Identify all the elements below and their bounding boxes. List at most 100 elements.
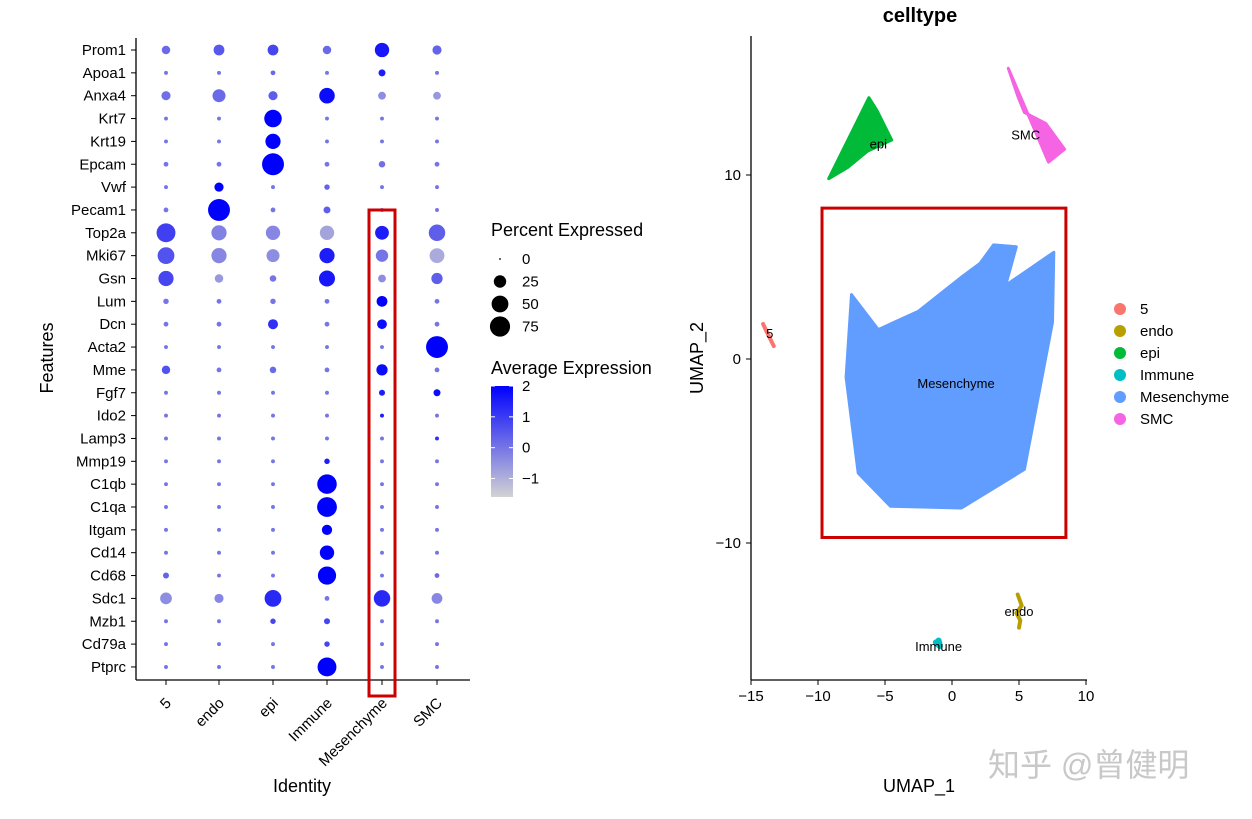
dot-dcn-epi xyxy=(267,319,279,330)
y-tick-label-mzb1: Mzb1 xyxy=(89,613,126,630)
dot-mme-5 xyxy=(161,365,171,375)
dot-mmp19-immune xyxy=(324,458,330,465)
dot-top2a-smc xyxy=(428,224,446,242)
dot-prom1-endo xyxy=(213,44,225,56)
umap-y-tick-label--10: −10 xyxy=(716,535,741,552)
dot-cd79a-immune xyxy=(324,641,330,647)
dot-mki67-smc xyxy=(429,248,445,264)
dot-anxa4-smc xyxy=(433,91,441,100)
y-tick-label-ido2: Ido2 xyxy=(97,408,126,425)
colorbar-label--1: −1 xyxy=(522,471,539,488)
dot-cd79a-endo xyxy=(217,642,221,647)
dot-sdc1-epi xyxy=(264,590,282,607)
x-tick-label-smc: SMC xyxy=(410,695,446,731)
dot-gsn-5 xyxy=(158,270,174,287)
x-tick-label-5: 5 xyxy=(157,695,175,713)
umap-x-tick-label-5: 5 xyxy=(1015,688,1023,705)
percent-expressed-legend-title: Percent Expressed xyxy=(491,220,643,240)
dot-lamp3-endo xyxy=(217,436,221,441)
dot-cd68-mesenchyme xyxy=(380,573,384,578)
dot-pecam1-epi xyxy=(270,207,276,213)
size-legend-label-0: 0 xyxy=(522,251,530,268)
umap-x-tick-label-10: 10 xyxy=(1078,688,1095,705)
dot-vwf-endo xyxy=(214,182,224,192)
cluster-label-mesenchyme: Mesenchyme xyxy=(917,376,994,391)
dot-itgam-mesenchyme xyxy=(380,527,384,532)
y-tick-label-ptprc: Ptprc xyxy=(91,659,127,676)
legend-key-mesenchyme xyxy=(1114,391,1126,403)
cluster-label-immune: Immune xyxy=(915,639,962,654)
dot-cd79a-epi xyxy=(271,642,275,647)
umap-title: celltype xyxy=(883,5,957,27)
dot-cd68-immune xyxy=(317,566,337,585)
umap-x-tick-label--15: −15 xyxy=(738,688,763,705)
dot-ptprc-epi xyxy=(271,664,275,669)
dot-ptprc-endo xyxy=(217,664,221,669)
x-tick-label-endo: endo xyxy=(192,695,228,731)
dot-apoa1-immune xyxy=(325,70,329,75)
dot-mmp19-smc xyxy=(435,459,439,464)
dot-fgf7-immune xyxy=(325,390,329,395)
dot-cd14-immune xyxy=(319,545,335,560)
dot-epcam-5 xyxy=(163,161,169,167)
dot-mzb1-epi xyxy=(270,618,276,624)
dot-mzb1-immune xyxy=(323,618,331,625)
y-tick-label-dcn: Dcn xyxy=(99,316,126,333)
umap-y-tick-label-0: 0 xyxy=(733,351,741,368)
cluster-epi-points xyxy=(827,96,894,181)
dot-pecam1-endo xyxy=(208,198,230,221)
dot-apoa1-5 xyxy=(164,70,168,75)
dot-top2a-epi xyxy=(265,225,281,240)
dot-top2a-endo xyxy=(211,225,227,241)
dot-mme-endo xyxy=(216,367,222,373)
dot-apoa1-epi xyxy=(270,70,276,76)
dot-acta2-immune xyxy=(325,345,329,350)
dot-anxa4-endo xyxy=(212,89,226,103)
dot-mki67-mesenchyme xyxy=(375,249,389,262)
dot-sdc1-mesenchyme xyxy=(373,590,391,607)
dot-fgf7-smc xyxy=(433,389,441,397)
dot-anxa4-5 xyxy=(161,91,171,101)
y-tick-label-gsn: Gsn xyxy=(98,271,126,288)
umap-panel: celltype −15 −10 −5 0 5 10 10 0 −10 5 endo epi Imm… xyxy=(687,5,1094,797)
average-expression-legend-ticks: 2 1 0 −1 xyxy=(491,378,539,488)
celltype-legend: 5 endo epi Immune Mesenchyme SMC xyxy=(1114,301,1229,428)
dot-mzb1-endo xyxy=(217,619,221,624)
y-tick-label-lamp3: Lamp3 xyxy=(80,430,126,447)
dot-ptprc-5 xyxy=(164,664,168,669)
dot-krt7-immune xyxy=(325,116,329,121)
x-tick-label-immune: Immune xyxy=(285,695,335,745)
dot-ptprc-immune xyxy=(317,657,337,677)
dot-c1qa-5 xyxy=(164,505,168,509)
dot-mme-epi xyxy=(269,366,277,374)
dot-itgam-endo xyxy=(217,527,221,532)
dot-anxa4-immune xyxy=(319,87,335,104)
dot-cd14-smc xyxy=(435,550,439,555)
dot-mmp19-endo xyxy=(217,459,221,464)
dot-dcn-mesenchyme xyxy=(377,319,387,330)
y-tick-label-epcam: Epcam xyxy=(79,156,126,173)
size-legend-dot-0 xyxy=(499,258,501,260)
dot-fgf7-endo xyxy=(217,390,221,395)
umap-x-tick-label--5: −5 xyxy=(876,688,893,705)
dot-krt7-5 xyxy=(164,116,168,121)
dot-lamp3-immune xyxy=(325,436,329,441)
dot-itgam-immune xyxy=(321,524,333,535)
dot-c1qb-mesenchyme xyxy=(380,482,384,487)
dot-krt7-epi xyxy=(264,109,282,128)
dot-c1qa-epi xyxy=(271,505,275,509)
dot-acta2-mesenchyme xyxy=(380,345,384,350)
dot-mme-smc xyxy=(434,367,440,373)
dot-ido2-smc xyxy=(435,413,439,418)
dot-dcn-immune xyxy=(324,321,330,327)
dot-ido2-mesenchyme xyxy=(380,413,384,418)
cluster-mesenchyme-points xyxy=(844,243,1056,510)
dot-lum-mesenchyme xyxy=(376,295,388,307)
dot-mmp19-5 xyxy=(164,459,168,464)
dot-epcam-endo xyxy=(216,161,222,167)
dot-c1qb-endo xyxy=(217,482,221,487)
dotplot-y-ticks: Prom1 Apoa1 Anxa4 Krt7 Krt19 Epcam Vwf Pecam1 To… xyxy=(71,42,136,676)
dot-anxa4-mesenchyme xyxy=(378,91,386,100)
umap-clusters xyxy=(761,66,1067,649)
dot-ptprc-mesenchyme xyxy=(380,664,384,669)
